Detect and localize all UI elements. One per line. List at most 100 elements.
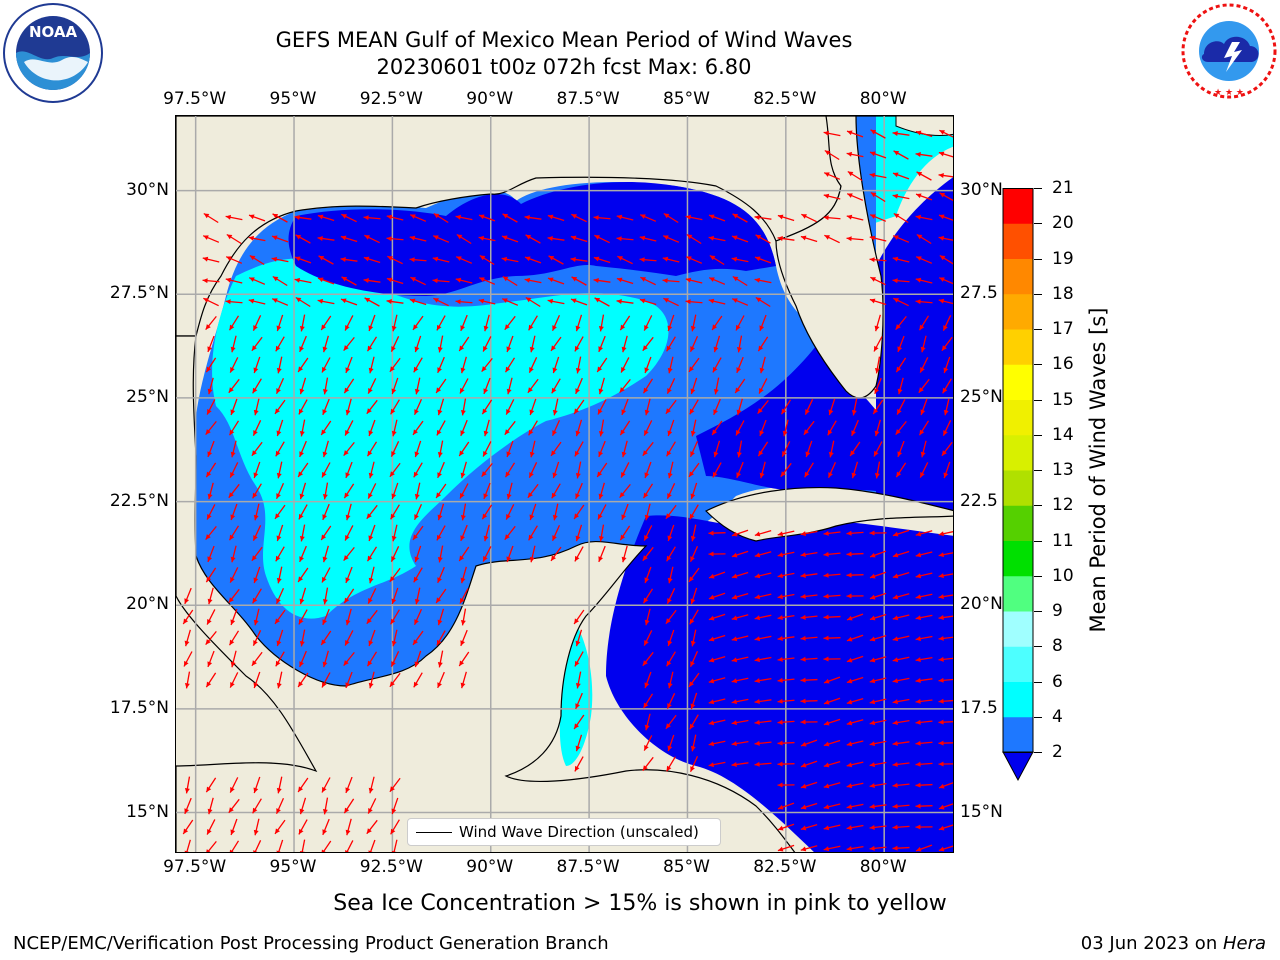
- wind-arrow: [755, 234, 771, 244]
- wind-arrow: [551, 378, 561, 394]
- wind-arrow: [575, 671, 582, 689]
- wind-arrow: [205, 357, 217, 373]
- wind-arrow: [708, 530, 726, 536]
- wind-arrow: [435, 378, 447, 394]
- land-mexico: [176, 335, 796, 852]
- wind-arrow: [780, 399, 792, 415]
- wind-arrow: [322, 797, 329, 815]
- wind-arrow: [869, 804, 887, 809]
- wind-arrow: [731, 719, 749, 726]
- wind-arrow: [689, 714, 699, 730]
- colorbar-tick-label: 16: [1052, 354, 1074, 375]
- wind-arrow: [642, 693, 654, 709]
- wind-arrow: [271, 235, 289, 243]
- wind-arrow: [915, 782, 933, 788]
- wind-arrow: [598, 545, 606, 563]
- wind-arrow: [391, 587, 399, 605]
- wind-arrow: [639, 298, 657, 306]
- wind-arrow: [341, 276, 357, 286]
- wind-arrow: [892, 635, 910, 642]
- wind-arrow: [299, 629, 306, 647]
- wind-arrow: [483, 524, 490, 542]
- map-area[interactable]: [175, 115, 954, 853]
- lat-label-right: 17.5: [960, 697, 998, 718]
- wind-arrow: [253, 566, 261, 584]
- wind-arrow: [708, 656, 726, 663]
- wind-arrow: [732, 213, 748, 223]
- wind-arrow: [777, 719, 795, 725]
- wind-arrow: [528, 315, 538, 331]
- wind-arrow: [248, 235, 266, 242]
- wind-arrow: [892, 845, 910, 851]
- wind-arrow: [437, 440, 444, 458]
- wind-arrow: [869, 172, 887, 179]
- wind-arrow: [274, 504, 286, 520]
- wind-arrow: [754, 593, 772, 600]
- wind-arrow: [665, 714, 677, 730]
- wind-arrow: [389, 672, 401, 688]
- wind-arrow: [252, 798, 262, 814]
- wind-arrow: [892, 131, 910, 136]
- wind-arrow: [228, 420, 240, 436]
- wind-arrow: [322, 335, 329, 353]
- wind-arrow: [713, 335, 721, 353]
- wind-arrow: [851, 398, 858, 416]
- wind-arrow: [409, 257, 427, 263]
- wind-arrow: [322, 503, 330, 521]
- wind-arrow: [915, 530, 933, 537]
- wind-arrow: [938, 635, 953, 641]
- wind-arrow: [915, 657, 933, 663]
- lon-label-top: 90°W: [466, 89, 514, 109]
- wind-arrow: [550, 441, 562, 457]
- wind-arrow: [575, 692, 583, 710]
- wind-arrow: [299, 419, 306, 437]
- wind-arrow: [754, 699, 772, 704]
- wind-arrow: [620, 357, 630, 373]
- wind-arrow: [596, 357, 608, 373]
- wind-arrow: [777, 677, 795, 683]
- wind-arrow: [205, 525, 217, 541]
- wind-arrow: [892, 193, 910, 200]
- wind-arrow: [800, 573, 818, 578]
- wind-arrow: [367, 798, 377, 814]
- wind-arrow: [644, 566, 652, 584]
- wind-arrow: [253, 356, 261, 374]
- wind-arrow: [823, 635, 841, 641]
- wind-arrow: [252, 483, 262, 499]
- wind-arrow: [644, 713, 651, 731]
- wind-arrow: [800, 698, 818, 704]
- wind-arrow: [731, 593, 749, 600]
- wind-arrow: [575, 377, 583, 395]
- wind-arrow: [754, 614, 772, 621]
- wind-arrow: [364, 297, 380, 307]
- wind-arrow: [229, 462, 239, 478]
- wind-arrow: [685, 256, 703, 264]
- wind-arrow: [598, 335, 606, 353]
- wind-arrow: [529, 335, 536, 353]
- lon-label-bottom: 90°W: [466, 857, 514, 877]
- wind-arrow: [644, 671, 652, 689]
- wind-arrow: [846, 193, 864, 201]
- wind-arrow: [915, 698, 933, 704]
- wind-arrow: [846, 151, 864, 158]
- wind-arrow: [777, 802, 795, 810]
- wind-arrow: [758, 378, 768, 394]
- wind-arrow: [225, 256, 243, 264]
- wind-arrow: [915, 214, 933, 221]
- wind-arrow: [437, 650, 444, 668]
- wind-arrow: [892, 278, 910, 284]
- wind-arrow: [892, 235, 910, 243]
- wind-arrow: [823, 572, 841, 578]
- wind-arrow: [823, 782, 841, 789]
- wind-arrow: [598, 482, 605, 500]
- wind-arrow: [754, 635, 772, 642]
- wind-arrow: [389, 567, 401, 583]
- colorbar-tick-mark: [1034, 293, 1042, 295]
- colorbar-segment: [1003, 399, 1033, 436]
- wind-arrow: [253, 608, 260, 626]
- wind-arrow: [345, 840, 354, 852]
- wind-arrow: [502, 275, 518, 287]
- wind-arrow: [274, 819, 286, 835]
- wind-arrow: [918, 378, 930, 394]
- wind-arrow: [460, 566, 467, 584]
